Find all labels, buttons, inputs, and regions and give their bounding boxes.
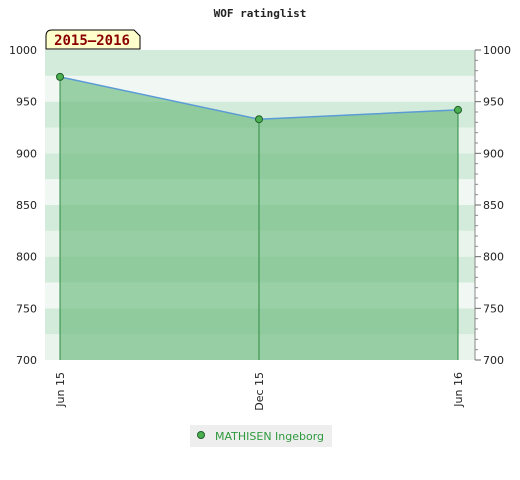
data-point[interactable] — [454, 105, 462, 114]
y-tick-label-right: 850 — [483, 199, 504, 212]
x-tick-label: Dec 15 — [253, 372, 266, 411]
y-tick-label-right: 900 — [483, 147, 504, 160]
y-axis-left: 700 750 800 850 900 950 1000 — [9, 44, 37, 367]
x-tick-label: Jun 15 — [54, 372, 67, 408]
data-point[interactable] — [255, 115, 263, 124]
period-badge: 2015–2016 — [45, 29, 141, 50]
y-tick-label-left: 750 — [16, 302, 37, 315]
y-tick-label-left: 1000 — [9, 44, 37, 57]
background-band — [45, 50, 475, 76]
y-tick-label-right: 800 — [483, 251, 504, 264]
y-tick-label-left: 850 — [16, 199, 37, 212]
y-tick-label-right: 750 — [483, 302, 504, 315]
x-tick-label: Jun 16 — [452, 372, 465, 408]
legend[interactable]: MATHISEN Ingeborg — [190, 425, 332, 447]
chart-title: WOF ratinglist — [214, 7, 307, 20]
x-axis: Jun 15 Dec 15 Jun 16 — [54, 372, 465, 411]
y-tick-label-left: 900 — [16, 147, 37, 160]
y-tick-label-left: 700 — [16, 354, 37, 367]
y-tick-label-right: 700 — [483, 354, 504, 367]
y-tick-label-left: 950 — [16, 96, 37, 109]
data-point[interactable] — [56, 72, 64, 81]
legend-box[interactable] — [190, 425, 332, 447]
y-tick-label-right: 1000 — [483, 44, 511, 57]
period-badge-box — [45, 29, 141, 50]
y-axis-right: 700 750 800 850 900 950 1000 — [474, 44, 511, 367]
series-area-layer — [56, 72, 462, 360]
y-tick-label-left: 800 — [16, 251, 37, 264]
period-badge-label: 2015–2016 — [54, 33, 130, 49]
legend-marker — [197, 431, 205, 439]
legend-label: MATHISEN Ingeborg — [215, 430, 324, 443]
y-tick-label-right: 950 — [483, 96, 504, 109]
